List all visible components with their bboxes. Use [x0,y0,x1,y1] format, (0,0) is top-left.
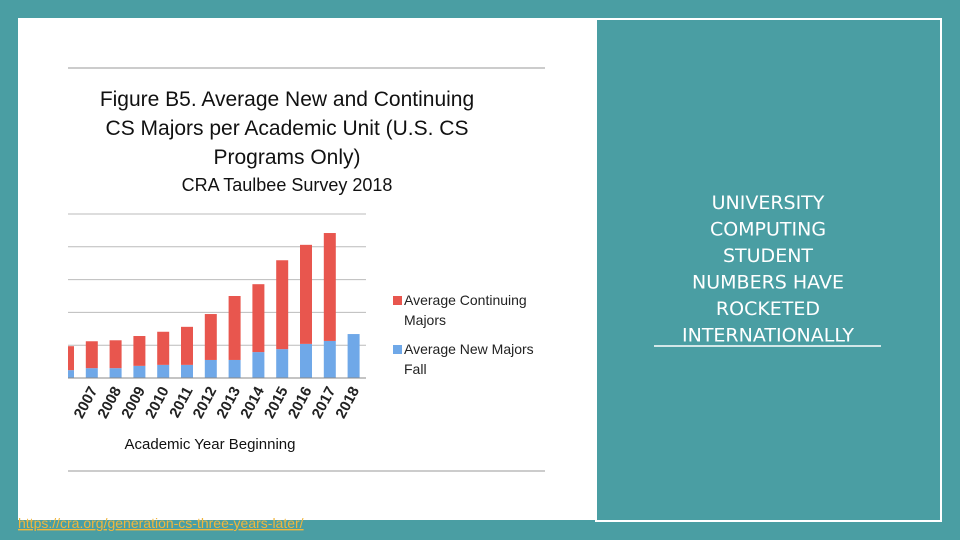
bar-segment [228,359,241,378]
bar-segment [300,343,312,378]
bar-segment [133,365,146,378]
chart: Figure B5. Average New and Continuing CS … [68,67,545,472]
bar-segment [276,349,289,378]
frame [595,18,942,522]
bar-segment [228,296,241,360]
heading-line: COMPUTING [710,219,826,241]
heading-line: INTERNATIONALLY [682,325,854,347]
bar-segment [157,364,170,378]
legend-swatch [393,296,402,305]
bar-segment [109,340,122,369]
heading-line: ROCKETED [716,298,820,320]
bar-segment [300,244,312,344]
bar-segment [347,334,360,378]
bar-segment [276,260,289,350]
bar-segment [85,341,98,369]
heading-line: STUDENT [723,245,813,267]
bar-segment [181,326,193,365]
chart-title: Figure B5. Average New and Continuing [100,88,474,111]
bar-segment [323,233,336,341]
chart-subtitle: CRA Taulbee Survey 2018 [182,175,393,195]
legend-text: Average Continuing Majors [404,292,527,328]
bar-segment [252,352,265,378]
bar-segment [181,364,193,378]
chart-title: Programs Only) [213,146,360,169]
bar-segment [157,331,170,365]
chart-title: CS Majors per Academic Unit (U.S. CS [106,117,469,140]
bar-segment [204,314,217,360]
bar-segment [204,359,217,378]
heading: UNIVERSITY COMPUTING STUDENT NUMBERS HAVE RO… [654,192,881,347]
bar-segment [68,370,74,378]
bar-segment [133,336,146,366]
bar-segment [252,284,265,353]
bar-segment [85,368,98,378]
legend-text: Average New Majors Fall [404,341,534,377]
x-axis-label: Academic Year Beginning [125,436,296,453]
source-link[interactable]: https://cra.org/generation-cs-three-year… [18,515,304,531]
legend-swatch [393,345,402,354]
bar-segment [109,368,122,378]
bar-segment [68,346,74,371]
legend-label: Average Continuing Majors [404,292,527,328]
heading-line: UNIVERSITY [712,192,825,214]
legend-label: Average New Majors Fall [404,341,534,377]
bar-segment [323,340,336,378]
heading-line: NUMBERS HAVE [692,272,844,294]
